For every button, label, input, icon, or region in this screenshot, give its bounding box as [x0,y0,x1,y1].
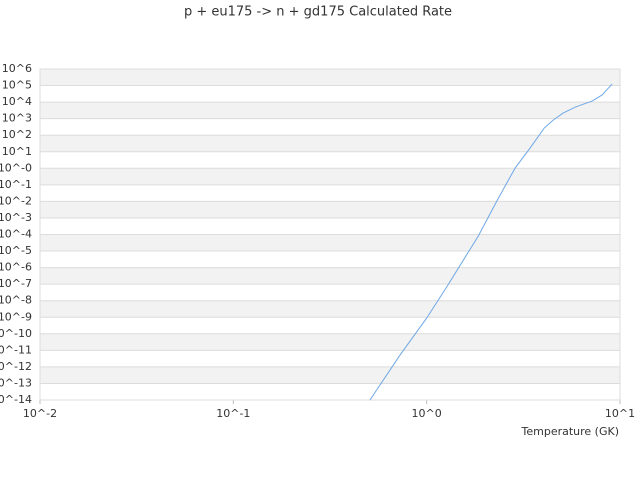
grid-band [40,135,620,152]
x-tick-label: 10^1 [605,407,635,420]
y-tick-label: 10^-0 [0,161,32,174]
y-tick-label: 10^-5 [0,244,32,257]
x-axis-label: Temperature (GK) [521,425,620,438]
y-tick-label: 10^-1 [0,178,32,191]
y-tick-label: 10^4 [2,95,32,108]
x-tick-label: 10^-2 [23,407,57,420]
grid-band [40,102,620,119]
y-tick-label: 10^-6 [0,261,32,274]
grid-band [40,267,620,285]
y-tick-label: 10^5 [2,79,32,92]
chart-title: p + eu175 -> n + gd175 Calculated Rate [184,5,452,20]
grid-band [40,234,620,252]
y-tick-label: 10^1 [2,145,32,158]
y-tick-label: 10^6 [2,62,32,75]
data-line [369,83,613,401]
y-tick-label: 10^3 [2,112,32,125]
y-tick-label: 10^-9 [0,310,32,323]
grid-band [40,69,620,86]
y-tick-label: 10^-12 [0,360,32,373]
x-tick-label: 10^0 [412,407,442,420]
x-tick-label: 10^-1 [216,407,250,420]
y-tick-label: 10^2 [2,128,32,141]
grid-band [40,366,620,384]
y-tick-label: 10^-3 [0,211,32,224]
y-tick-label: 10^-4 [0,228,32,241]
plot-frame [39,68,621,401]
y-tick-label: 10^-11 [0,343,32,356]
grid-band [40,168,620,185]
y-tick-label: 10^-8 [0,294,32,307]
grid-band [40,300,620,318]
grid-band [40,201,620,218]
y-tick-label: 10^-7 [0,277,32,290]
y-tick-label: 10^-2 [0,194,32,207]
y-tick-label: 10^-13 [0,376,32,389]
grid-band [40,333,620,351]
y-tick-label: 10^-10 [0,327,32,340]
y-tick-label: 10^-14 [0,393,32,406]
